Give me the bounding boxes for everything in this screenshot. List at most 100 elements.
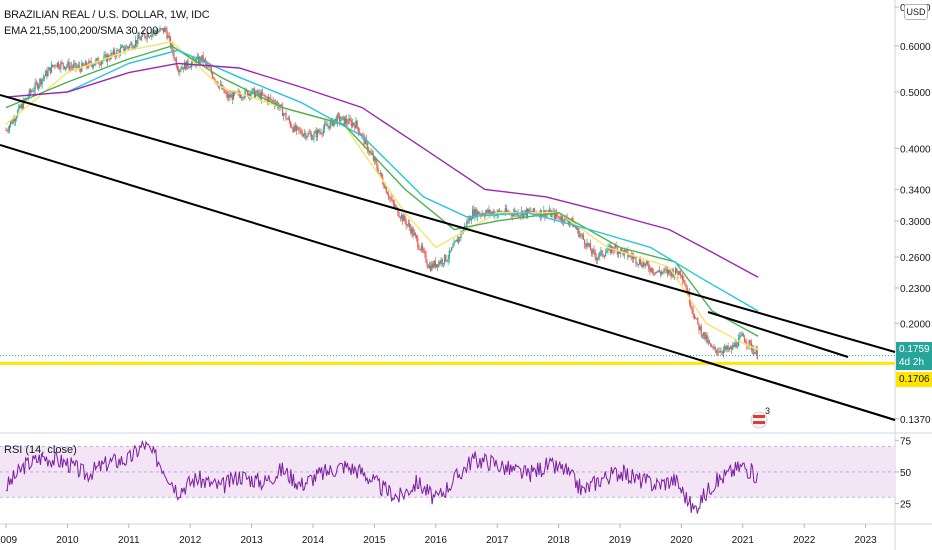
- indicator-legend[interactable]: EMA 21,55,100,200/SMA 30,200: [4, 25, 159, 37]
- candle-body: [76, 67, 78, 68]
- candle-body: [174, 58, 176, 60]
- candle-body: [652, 272, 655, 274]
- chart-title[interactable]: BRAZILIAN REAL / U.S. DOLLAR, 1W, IDC: [4, 9, 210, 21]
- candle-body: [585, 244, 587, 248]
- candle-body: [481, 213, 483, 215]
- candle-body: [643, 262, 645, 266]
- candle-body: [724, 346, 726, 350]
- candle-body: [232, 91, 235, 100]
- candle-body: [286, 119, 288, 120]
- time-tick-label: 2012: [179, 535, 202, 546]
- candle-body: [328, 125, 330, 129]
- candle-body: [272, 99, 274, 103]
- candle-body: [85, 61, 88, 67]
- candle-body: [77, 65, 79, 68]
- candle-body: [753, 349, 755, 355]
- event-badge[interactable]: [750, 411, 768, 429]
- candle-body: [467, 221, 469, 223]
- candle-body: [271, 99, 273, 101]
- rsi-legend[interactable]: RSI (14, close): [4, 444, 77, 456]
- candle-body: [136, 40, 138, 44]
- candle-body: [573, 225, 575, 228]
- candle-body: [456, 239, 459, 243]
- candle-body: [421, 245, 424, 251]
- candle-body: [132, 47, 134, 49]
- candle-body: [252, 88, 254, 90]
- candle-body: [473, 209, 475, 217]
- rsi-series: [5, 439, 758, 514]
- candle-body: [322, 128, 324, 134]
- candle-body: [423, 250, 425, 251]
- candle-body: [123, 45, 125, 51]
- candle-body: [448, 250, 450, 259]
- candle-body: [284, 113, 286, 114]
- flag-stripe: [753, 415, 765, 418]
- candle-body: [363, 135, 365, 145]
- candle-body: [615, 245, 617, 248]
- price-tick-label: 0.3400: [900, 185, 931, 196]
- candle-body: [120, 46, 123, 49]
- candle-body: [416, 235, 418, 239]
- candle-body: [487, 209, 489, 214]
- candle-body: [582, 235, 585, 240]
- rsi-tick-label: 75: [900, 436, 912, 447]
- candle-body: [512, 213, 515, 217]
- candle-body: [756, 349, 758, 359]
- candle-body: [403, 215, 405, 222]
- rsi-tick-label: 50: [900, 468, 912, 479]
- candle-body: [19, 105, 21, 108]
- candle-body: [693, 314, 695, 319]
- candle-body: [138, 35, 140, 39]
- candle-body: [167, 35, 169, 39]
- candle-body: [364, 138, 366, 145]
- candle-body: [175, 58, 177, 67]
- candle-body: [270, 97, 272, 101]
- candle-body: [517, 211, 519, 217]
- candle-body: [361, 134, 363, 136]
- candle-body: [617, 251, 620, 254]
- price-tick-label: 0.2300: [900, 284, 931, 295]
- candle-body: [658, 270, 660, 273]
- candle-body: [147, 33, 149, 38]
- candle-body: [96, 58, 98, 60]
- event-count: 3: [765, 406, 770, 416]
- candle-body: [111, 52, 113, 55]
- candle-body: [685, 285, 687, 289]
- candle-body: [410, 227, 412, 234]
- candle-body: [38, 85, 40, 89]
- candle-body: [179, 69, 181, 73]
- time-tick-label: 2021: [732, 535, 755, 546]
- candle-body: [27, 96, 29, 98]
- candle-body: [381, 172, 383, 178]
- candle-body: [188, 66, 190, 68]
- candle-body: [708, 340, 711, 344]
- time-tick-label: 2013: [240, 535, 263, 546]
- candle-body: [340, 120, 342, 122]
- candle-body: [717, 351, 719, 353]
- candle-body: [477, 211, 480, 215]
- candle-body: [696, 318, 698, 319]
- candle-body: [89, 61, 91, 62]
- candle-body: [389, 197, 391, 199]
- candle-body: [549, 209, 551, 214]
- candle-body: [554, 212, 557, 219]
- candle-body: [356, 120, 358, 127]
- candle-body: [87, 66, 89, 68]
- candle-body: [529, 210, 531, 212]
- candle-body: [663, 269, 665, 272]
- candle-body: [442, 263, 445, 265]
- candle-body: [32, 91, 34, 92]
- candle-body: [655, 271, 657, 274]
- candle-body: [544, 210, 546, 217]
- candle-body: [595, 257, 597, 260]
- candle-body: [670, 271, 672, 277]
- candle-body: [472, 209, 474, 219]
- candle-body: [379, 172, 382, 174]
- price-tick-label: 0.2000: [900, 319, 931, 330]
- candle-body: [267, 97, 270, 102]
- candle-body: [313, 133, 315, 139]
- currency-button[interactable]: USD: [904, 4, 928, 20]
- candle-body: [468, 217, 470, 223]
- candle-body: [668, 269, 670, 274]
